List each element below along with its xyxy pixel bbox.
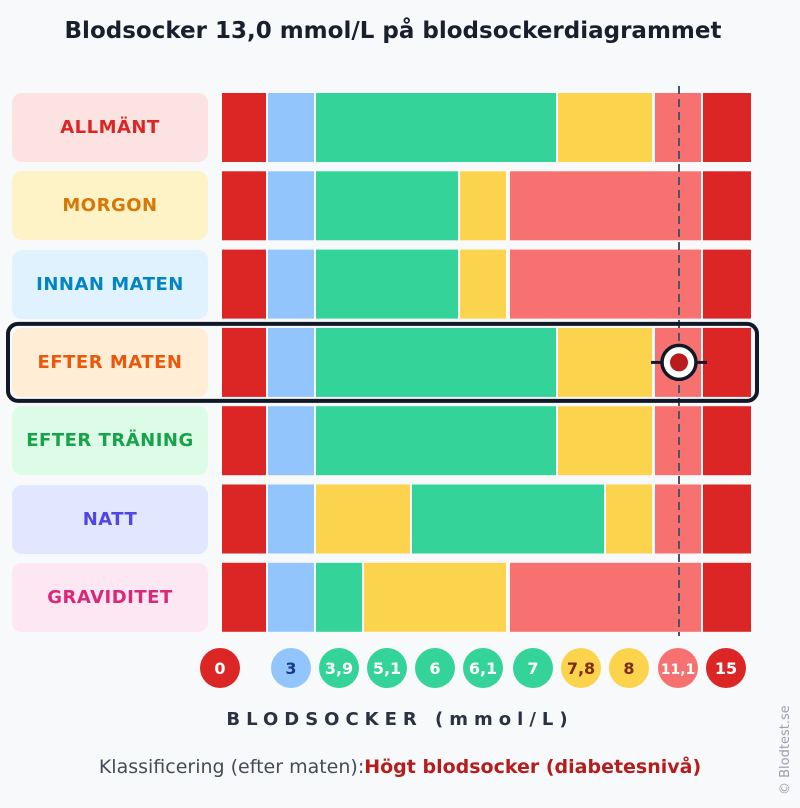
- range-segment: [222, 327, 266, 397]
- tick-badge: [271, 648, 311, 688]
- range-segment: [316, 327, 556, 397]
- range-segment: [703, 406, 751, 476]
- row-label: MORGON: [12, 171, 208, 241]
- row-label: ALLMÄNT: [12, 93, 208, 162]
- tick-label: 3,9: [325, 659, 353, 678]
- range-segment: [703, 562, 751, 632]
- range-segment: [703, 93, 751, 162]
- range-segment: [268, 562, 314, 632]
- tick-badge: [415, 648, 455, 688]
- tick-badge: [513, 648, 553, 688]
- tick-label: 6: [429, 659, 440, 678]
- range-segment: [316, 562, 362, 632]
- range-segment: [268, 171, 314, 241]
- range-segment: [268, 93, 314, 162]
- row-label: EFTER TRÄNING: [12, 406, 208, 476]
- row-label: INNAN MATEN: [12, 249, 208, 319]
- range-segment: [510, 249, 701, 319]
- range-segment: [222, 562, 266, 632]
- range-segment: [268, 327, 314, 397]
- highlight-row: [6, 321, 759, 403]
- value-marker-dot: [670, 353, 688, 372]
- range-segment: [703, 327, 751, 397]
- range-segment: [510, 562, 701, 632]
- axis-title: BLODSOCKER (mmol/L): [226, 709, 574, 730]
- page-title: Blodsocker 13,0 mmol/L på blodsockerdiag…: [64, 18, 722, 44]
- range-segment: [268, 406, 314, 476]
- tick-badge: [200, 648, 240, 688]
- tick-label: 8: [623, 659, 634, 678]
- chart-grid: 0 3 3,9 5,1 6 6,1 7 7,8 8 11,1 15: [6, 86, 759, 688]
- range-segment: [703, 484, 751, 554]
- watermark: © Blodtest.se: [778, 705, 793, 795]
- range-segment: [364, 562, 506, 632]
- range-segment: [460, 171, 506, 241]
- range-segment: [222, 249, 266, 319]
- range-segment: [268, 249, 314, 319]
- tick-label: 11,1: [661, 662, 696, 678]
- classification-label: Klassificering (efter maten):: [98, 756, 365, 778]
- range-segment: [558, 406, 652, 476]
- range-segment: [316, 93, 556, 162]
- range-segment: [222, 406, 266, 476]
- tick-badge: [463, 648, 503, 688]
- tick-badge: [561, 648, 601, 688]
- range-segment: [316, 249, 458, 319]
- range-segment: [316, 171, 458, 241]
- range-segment: [703, 249, 751, 319]
- tick-label: 7: [527, 659, 538, 678]
- range-segment: [316, 484, 410, 554]
- range-segment: [222, 171, 266, 241]
- range-segment: [222, 93, 266, 162]
- row-label: EFTER MATEN: [12, 327, 208, 397]
- range-segment: [558, 327, 652, 397]
- classification: Klassificering (efter maten):Högt blodso…: [0, 756, 800, 778]
- range-segment: [268, 484, 314, 554]
- classification-value: Högt blodsocker (diabetesnivå): [364, 756, 702, 778]
- tick-label: 15: [715, 659, 737, 678]
- tick-label: 6,1: [469, 659, 497, 678]
- range-segment: [606, 484, 652, 554]
- tick-label: 5,1: [373, 659, 401, 678]
- range-segment: [460, 249, 506, 319]
- tick-label: 3: [285, 659, 296, 678]
- range-segment: [412, 484, 604, 554]
- range-segment: [510, 171, 701, 241]
- tick-badge: [367, 648, 407, 688]
- range-segment: [703, 171, 751, 241]
- row-label: GRAVIDITET: [12, 562, 208, 632]
- tick-badge: [658, 648, 698, 688]
- tick-label: 0: [214, 659, 225, 678]
- range-segment: [558, 93, 652, 162]
- tick-badge: [609, 648, 649, 688]
- row-label: NATT: [12, 484, 208, 554]
- tick-label: 7,8: [567, 659, 595, 678]
- tick-badge: [319, 648, 359, 688]
- tick-badge: [706, 648, 746, 688]
- range-segment: [316, 406, 556, 476]
- range-segment: [222, 484, 266, 554]
